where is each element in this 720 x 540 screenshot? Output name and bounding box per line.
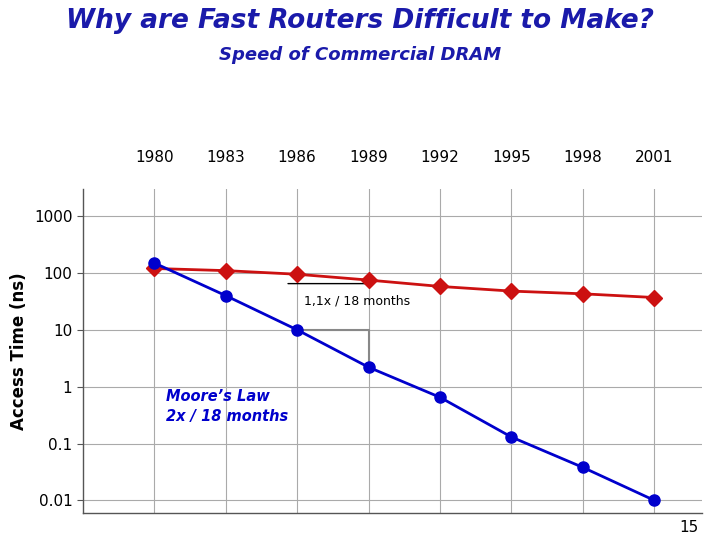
Text: 1986: 1986	[278, 150, 317, 165]
Text: 1998: 1998	[564, 150, 603, 165]
Text: Why are Fast Routers Difficult to Make?: Why are Fast Routers Difficult to Make?	[66, 8, 654, 34]
Y-axis label: Access Time (ns): Access Time (ns)	[10, 272, 28, 430]
Text: 1989: 1989	[349, 150, 388, 165]
Text: 1995: 1995	[492, 150, 531, 165]
Text: Moore’s Law
2x / 18 months: Moore’s Law 2x / 18 months	[166, 389, 289, 424]
Text: 15: 15	[679, 519, 698, 535]
Text: 1983: 1983	[207, 150, 245, 165]
Text: 2001: 2001	[635, 150, 674, 165]
Text: 1992: 1992	[420, 150, 459, 165]
Text: 1,1x / 18 months: 1,1x / 18 months	[305, 294, 410, 307]
Text: Speed of Commercial DRAM: Speed of Commercial DRAM	[219, 46, 501, 64]
Text: 1980: 1980	[135, 150, 174, 165]
